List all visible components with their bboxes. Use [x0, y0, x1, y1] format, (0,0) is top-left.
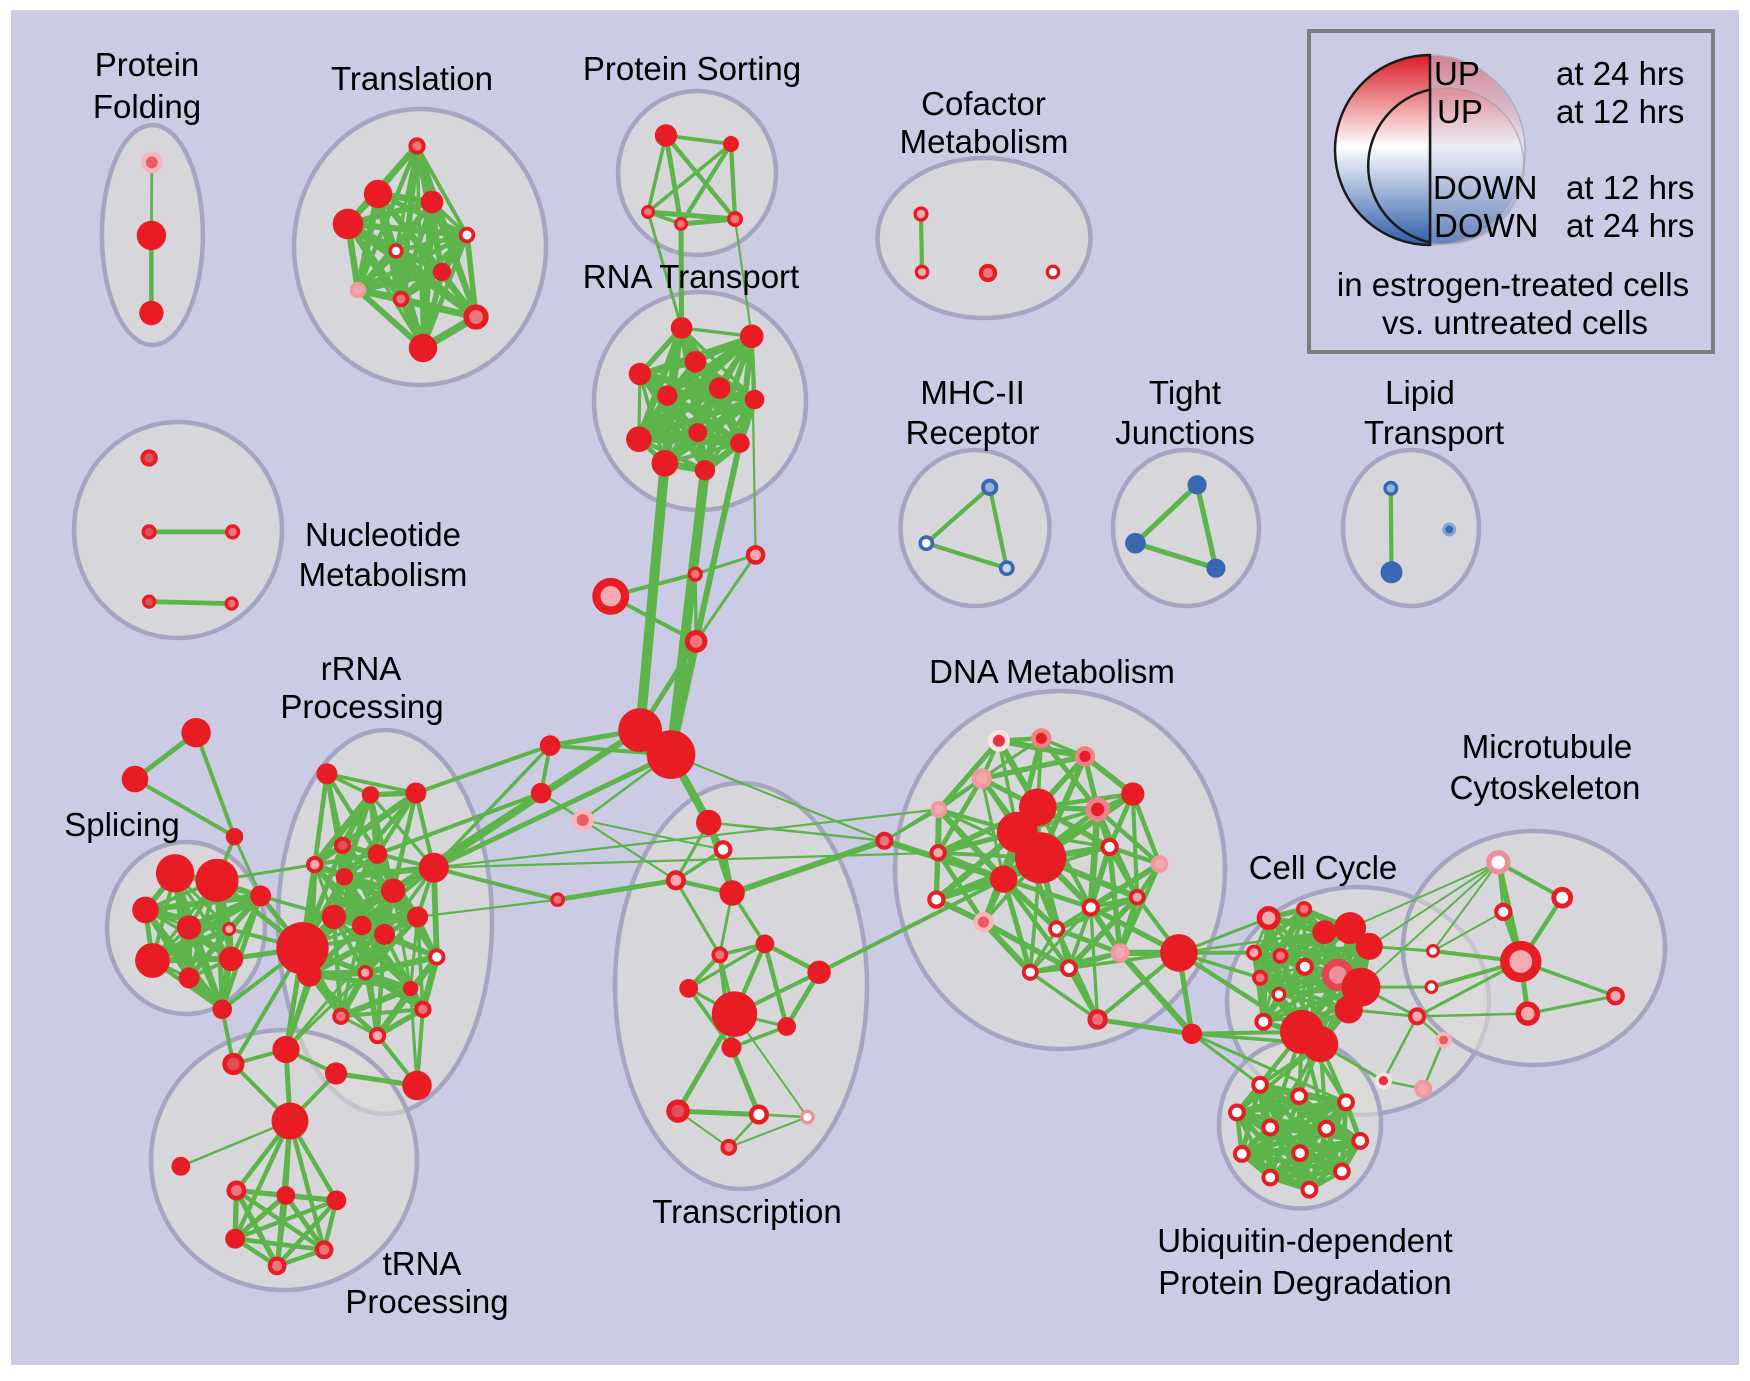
- svg-text:Ubiquitin-dependent: Ubiquitin-dependent: [1157, 1222, 1452, 1259]
- svg-text:DOWN: DOWN: [1434, 207, 1538, 244]
- svg-text:Translation: Translation: [331, 60, 493, 97]
- svg-text:rRNA: rRNA: [321, 650, 402, 687]
- svg-text:Cell Cycle: Cell Cycle: [1249, 849, 1398, 886]
- svg-text:Transcription: Transcription: [652, 1193, 842, 1230]
- svg-text:tRNA: tRNA: [383, 1245, 462, 1282]
- svg-text:Protein Degradation: Protein Degradation: [1158, 1264, 1452, 1301]
- svg-text:UP: UP: [1437, 93, 1483, 130]
- svg-text:Receptor: Receptor: [906, 414, 1040, 451]
- svg-text:Metabolism: Metabolism: [299, 556, 468, 593]
- svg-text:Splicing: Splicing: [64, 806, 180, 843]
- svg-text:MHC-II: MHC-II: [920, 374, 1024, 411]
- svg-text:RNA Transport: RNA Transport: [583, 258, 799, 295]
- svg-text:DOWN: DOWN: [1433, 169, 1537, 206]
- svg-text:Cofactor: Cofactor: [921, 85, 1046, 122]
- svg-text:vs. untreated cells: vs. untreated cells: [1382, 304, 1648, 341]
- svg-text:Junctions: Junctions: [1115, 414, 1254, 451]
- svg-text:Transport: Transport: [1364, 414, 1504, 451]
- svg-text:at 24 hrs: at 24 hrs: [1556, 55, 1684, 92]
- svg-text:DNA Metabolism: DNA Metabolism: [929, 653, 1175, 690]
- svg-text:Metabolism: Metabolism: [900, 123, 1069, 160]
- svg-text:Folding: Folding: [93, 88, 201, 125]
- svg-text:UP: UP: [1434, 55, 1480, 92]
- svg-text:Protein: Protein: [95, 46, 200, 83]
- svg-text:Processing: Processing: [345, 1283, 508, 1320]
- svg-text:Nucleotide: Nucleotide: [305, 516, 461, 553]
- svg-text:at 24 hrs: at 24 hrs: [1566, 207, 1694, 244]
- svg-text:in estrogen-treated cells: in estrogen-treated cells: [1337, 266, 1689, 303]
- svg-text:Protein Sorting: Protein Sorting: [583, 50, 801, 87]
- svg-text:Cytoskeleton: Cytoskeleton: [1450, 769, 1641, 806]
- svg-text:Tight: Tight: [1149, 374, 1221, 411]
- svg-text:at 12 hrs: at 12 hrs: [1556, 93, 1684, 130]
- svg-text:at 12 hrs: at 12 hrs: [1566, 169, 1694, 206]
- svg-text:Microtubule: Microtubule: [1462, 728, 1633, 765]
- svg-text:Lipid: Lipid: [1385, 374, 1455, 411]
- svg-text:Processing: Processing: [280, 688, 443, 725]
